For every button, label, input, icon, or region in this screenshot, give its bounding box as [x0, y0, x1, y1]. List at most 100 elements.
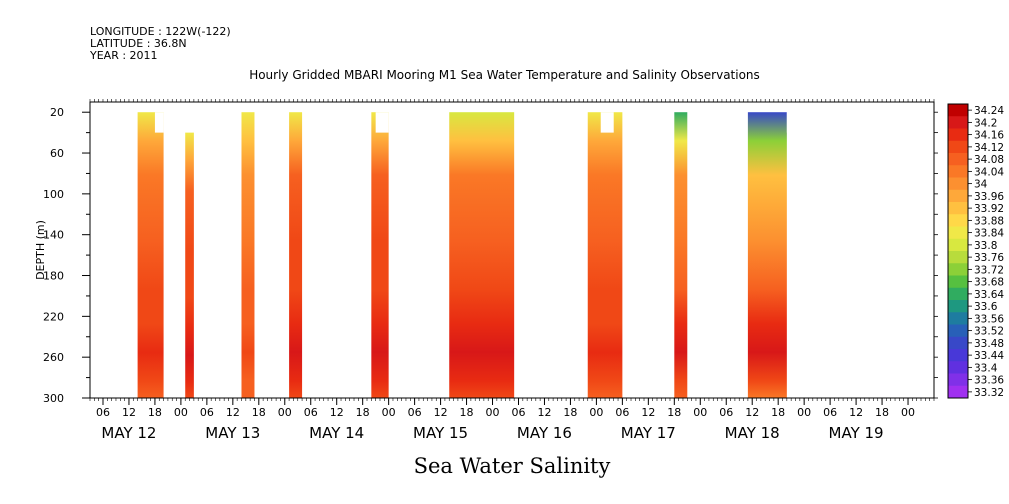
segment-notch [600, 112, 614, 133]
colorbar-label: 33.44 [974, 350, 1004, 362]
colorbar-swatch [948, 165, 968, 178]
colorbar-label: 33.52 [974, 326, 1004, 338]
colorbar-label: 33.76 [974, 252, 1004, 264]
colorbar-swatch [948, 385, 968, 399]
colorbar-swatch [948, 336, 968, 350]
colorbar-label: 33.88 [974, 215, 1004, 227]
colorbar-swatch [948, 349, 968, 362]
x-hour-tick-label: 00 [278, 406, 292, 419]
colorbar-label: 33.4 [974, 362, 998, 374]
colorbar-swatch [948, 263, 968, 276]
data-segments [137, 112, 791, 398]
x-hour-tick-label: 12 [226, 406, 240, 419]
colorbar: 34.2434.234.1634.1234.0834.043433.9633.9… [947, 103, 1004, 399]
colorbar-swatch [948, 324, 968, 338]
colorbar-swatch [948, 104, 968, 117]
y-tick-label: 260 [43, 351, 64, 364]
x-hour-tick-label: 18 [460, 406, 474, 419]
x-hour-tick-label: 12 [537, 406, 551, 419]
y-tick-label: 20 [50, 106, 64, 119]
colorbar-swatch [948, 300, 968, 313]
x-hour-tick-label: 12 [122, 406, 136, 419]
y-tick-label: 220 [43, 310, 64, 323]
colorbar-swatch [948, 312, 968, 325]
colorbar-swatch [948, 287, 968, 301]
x-hour-tick-label: 18 [563, 406, 577, 419]
x-hour-tick-label: 06 [96, 406, 110, 419]
colorbar-label: 33.48 [974, 338, 1004, 350]
segment-notch [375, 112, 389, 133]
x-hour-tick-label: 18 [667, 406, 681, 419]
x-hour-tick-label: 06 [304, 406, 318, 419]
x-hour-tick-label: 12 [641, 406, 655, 419]
x-day-label: MAY 13 [205, 424, 260, 442]
colorbar-label: 33.96 [974, 191, 1004, 203]
colorbar-swatch [948, 373, 968, 387]
x-hour-tick-label: 18 [356, 406, 370, 419]
colorbar-swatch [948, 116, 968, 129]
colorbar-swatch [948, 275, 968, 289]
x-day-label: MAY 18 [725, 424, 780, 442]
x-hour-tick-label: 06 [408, 406, 422, 419]
y-tick-label: 140 [43, 229, 64, 242]
y-tick-label: 300 [43, 392, 64, 405]
colorbar-label: 33.56 [974, 313, 1004, 325]
x-day-label: MAY 14 [309, 424, 364, 442]
x-hour-tick-label: 12 [434, 406, 448, 419]
axes: 06 12 18 00 06 12 18 00 06 12 18 00 06 12 18 00 06 12 18 00… [34, 99, 938, 442]
year-label: YEAR : 2011 [90, 49, 158, 62]
x-day-label: MAY 17 [621, 424, 676, 442]
colorbar-label: 34.2 [974, 117, 997, 129]
colorbar-label: 34.08 [974, 154, 1004, 166]
colorbar-swatch [948, 214, 968, 227]
x-hour-tick-label: 12 [745, 406, 759, 419]
x-hour-tick-label: 00 [901, 406, 915, 419]
x-hour-tick-label: 12 [849, 406, 863, 419]
x-hour-tick-label: 18 [252, 406, 266, 419]
colorbar-swatch [948, 128, 968, 142]
salinity-segment [449, 112, 515, 398]
colorbar-label: 34 [974, 179, 988, 191]
colorbar-swatch [948, 189, 968, 203]
salinity-segment [289, 112, 303, 398]
x-day-label: MAY 15 [413, 424, 468, 442]
x-hour-tick-label: 18 [875, 406, 889, 419]
colorbar-swatch [948, 226, 968, 240]
salinity-segment [241, 112, 255, 398]
colorbar-swatch [948, 202, 968, 215]
y-tick-label: 180 [43, 270, 64, 283]
x-hour-tick-label: 00 [797, 406, 811, 419]
colorbar-label: 33.36 [974, 375, 1004, 387]
colorbar-label: 33.64 [974, 289, 1004, 301]
x-hour-tick-label: 00 [174, 406, 188, 419]
x-hour-tick-label: 00 [382, 406, 396, 419]
x-hour-tick-label: 06 [511, 406, 525, 419]
colorbar-swatch [948, 361, 968, 374]
colorbar-swatch [948, 251, 968, 264]
salinity-segment [371, 112, 389, 398]
x-hour-tick-label: 06 [719, 406, 733, 419]
x-hour-tick-label: 06 [615, 406, 629, 419]
chart-title: Hourly Gridded MBARI Mooring M1 Sea Wate… [249, 68, 760, 82]
y-axis-label: DEPTH (m) [34, 220, 47, 280]
colorbar-label: 34.12 [974, 142, 1004, 154]
salinity-segment [747, 112, 787, 398]
x-day-label: MAY 16 [517, 424, 572, 442]
x-hour-tick-label: 00 [693, 406, 707, 419]
colorbar-label: 33.84 [974, 228, 1004, 240]
salinity-segment [137, 112, 164, 398]
y-tick-label: 60 [50, 147, 64, 160]
colorbar-label: 33.6 [974, 301, 998, 313]
colorbar-label: 33.92 [974, 203, 1004, 215]
chart-bottom-title: Sea Water Salinity [413, 454, 611, 478]
salinity-segment [674, 112, 688, 398]
colorbar-swatch [948, 238, 968, 252]
segment-notch [154, 112, 164, 133]
x-day-label: MAY 12 [101, 424, 156, 442]
colorbar-swatch [948, 140, 968, 154]
longitude-label: LONGITUDE : 122W(-122) [90, 25, 231, 38]
x-hour-tick-label: 18 [148, 406, 162, 419]
colorbar-swatch [948, 153, 968, 166]
x-hour-tick-label: 06 [823, 406, 837, 419]
